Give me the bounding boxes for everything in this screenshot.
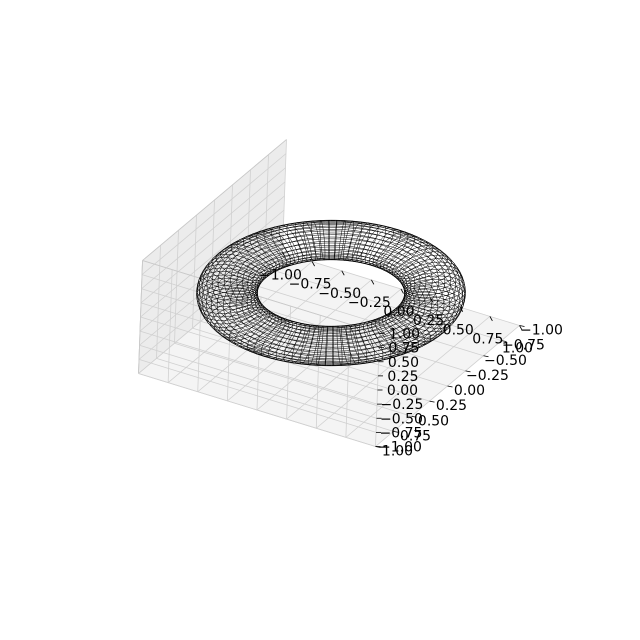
z-tick-label: −0.25 (381, 397, 424, 413)
x-tick (430, 297, 434, 303)
y-tick-label: −0.25 (466, 368, 509, 384)
y-tick (501, 340, 507, 343)
wire-parallel (196, 224, 466, 362)
wire-parallel (230, 229, 433, 333)
wire-parallel (206, 220, 456, 348)
wire-parallel (216, 246, 445, 363)
x-tick-label: −0.75 (289, 277, 332, 293)
grid-line (156, 245, 161, 359)
x-tick (341, 270, 345, 276)
grid-line (140, 316, 378, 391)
grid-line (156, 357, 394, 432)
axis-lines (138, 139, 380, 374)
wire-parallel (224, 225, 439, 336)
x-tick (519, 325, 523, 331)
x-tick-label: 0.00 (383, 304, 414, 320)
y-tick (411, 415, 417, 418)
wire-parallel (202, 219, 461, 352)
y-tick-label: 1.00 (382, 444, 413, 460)
pane-edge (142, 260, 380, 334)
y-tick (519, 325, 525, 327)
z-tick-label: −0.50 (380, 411, 423, 427)
grid-line (140, 195, 285, 318)
wire-parallel (223, 250, 438, 361)
wire-parallel (211, 242, 451, 365)
wire-parallel (197, 221, 466, 359)
z-tick-label: 0.25 (387, 369, 418, 385)
z-tick-label: 0.75 (388, 341, 419, 357)
y-tick (447, 385, 453, 388)
x-tick (282, 252, 286, 258)
grid-line (315, 315, 321, 429)
y-tick (465, 370, 471, 373)
y-tick-label: 0.25 (436, 398, 467, 414)
wire-parallel (242, 236, 421, 328)
wire-parallel (241, 258, 420, 350)
grid-line (210, 312, 448, 387)
y-tick (393, 430, 399, 433)
x-tick (400, 288, 404, 294)
grid-line (286, 306, 292, 420)
x-tick (489, 316, 493, 322)
wire-parallel (198, 230, 463, 366)
grid-line (345, 324, 351, 438)
y-tick-label: −1.00 (520, 323, 563, 339)
wire-parallel (257, 255, 405, 331)
x-tick-label: 0.50 (443, 322, 474, 338)
x-tick-label: 1.00 (502, 341, 533, 357)
y-tick (483, 355, 489, 358)
z-tick-label: −0.75 (380, 425, 423, 441)
y-tick-label: 0.00 (454, 383, 485, 399)
axis-ticks: −1.00−1.00−1.00−0.75−0.75−0.75−0.50−0.50… (259, 252, 563, 460)
grid-line (140, 181, 286, 304)
grid-line (345, 316, 491, 438)
y-tick-label: 0.50 (418, 413, 449, 429)
grid-line (174, 230, 179, 344)
wire-parallel (199, 220, 464, 356)
grid-line (315, 306, 461, 429)
y-tick-label: 0.75 (400, 428, 431, 444)
z-tick-label: 0.50 (388, 355, 419, 371)
x-tick-label: −0.50 (318, 286, 361, 302)
wire-parallel (229, 253, 432, 357)
wire-parallel (254, 248, 408, 327)
x-tick-label: 0.75 (472, 331, 503, 347)
wire-parallel (254, 259, 408, 338)
wire-parallel (217, 223, 446, 340)
grid-line (174, 342, 412, 417)
y-tick-label: −0.75 (502, 338, 545, 354)
wire-parallel (196, 227, 465, 365)
wire-parallel (251, 245, 411, 327)
torus-surface (196, 219, 466, 367)
z-tick-label: 0.00 (387, 383, 418, 399)
grid-line (141, 153, 287, 275)
y-tick-label: −0.50 (484, 353, 527, 369)
wire-parallel (236, 232, 427, 330)
x-tick-label: −0.25 (348, 295, 391, 311)
wire-parallel (201, 234, 460, 367)
x-tick (311, 261, 315, 267)
pane-edge (138, 260, 143, 374)
y-tick (375, 446, 381, 448)
y-tick (429, 400, 435, 403)
wire-parallel (246, 259, 415, 346)
axis-grid (138, 139, 520, 447)
pane-edge (142, 139, 287, 261)
grid-line (192, 215, 197, 329)
grid-line (138, 373, 376, 447)
x-tick (371, 279, 375, 285)
x-tick-label: −1.00 (259, 268, 302, 284)
wire-parallel (256, 252, 406, 329)
z-tick-label: −1.00 (379, 440, 422, 456)
grid-line (141, 167, 286, 290)
wire-parallel (251, 259, 411, 341)
grid-line (141, 274, 380, 349)
wire-parallel (235, 256, 426, 354)
z-tick-label: 1.00 (389, 327, 420, 343)
x-tick (459, 307, 464, 312)
x-tick-label: 0.25 (413, 313, 444, 329)
